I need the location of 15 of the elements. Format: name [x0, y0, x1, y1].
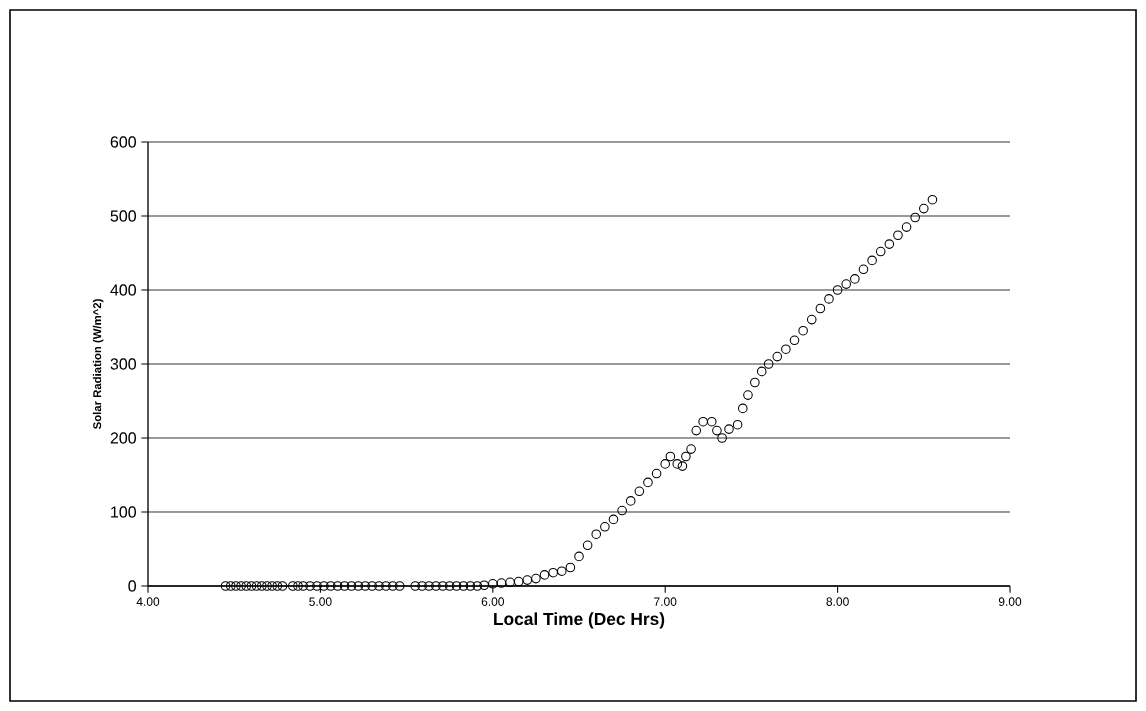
- x-tick-label: 7.00: [654, 597, 677, 606]
- x-axis-title: Local Time (Dec Hrs): [494, 612, 665, 629]
- y-tick-label: 0: [128, 580, 137, 592]
- x-tick-label: 6.00: [481, 597, 505, 606]
- y-tick-label: 400: [110, 284, 136, 296]
- y-tick-label: 200: [110, 432, 136, 444]
- y-tick-label: 500: [110, 210, 136, 222]
- y-tick-label: 100: [111, 506, 136, 518]
- x-tick-label: 8.00: [826, 597, 849, 606]
- y-tick-label: 300: [110, 358, 136, 370]
- x-tick-label: 4.00: [136, 597, 160, 606]
- y-axis-title: Solar Radiation (W/m^2): [92, 299, 104, 429]
- y-tick-label: 600: [110, 136, 136, 148]
- x-tick-label: 9.00: [998, 597, 1022, 606]
- x-tick-label: 5.00: [309, 597, 332, 606]
